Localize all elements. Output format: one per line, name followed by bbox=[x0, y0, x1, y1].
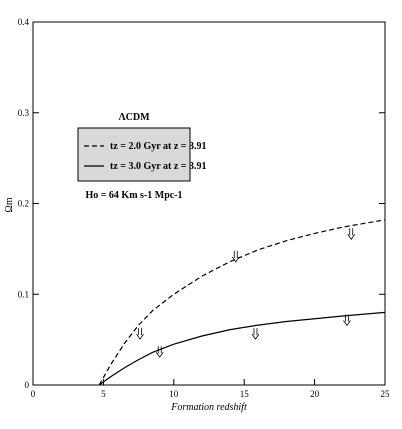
series-line bbox=[98, 219, 386, 386]
y-axis-label: Ωm bbox=[4, 197, 15, 212]
x-tick-label: 20 bbox=[310, 389, 320, 399]
y-tick-label: 0.2 bbox=[18, 199, 29, 209]
x-tick-label: 10 bbox=[169, 389, 179, 399]
annotation: Ho = 64 Km s-1 Mpc-1 bbox=[85, 190, 182, 201]
y-tick-label: 0 bbox=[25, 380, 30, 390]
upper-limit-arrow bbox=[136, 328, 144, 340]
x-axis-label: Formation redshift bbox=[170, 402, 247, 413]
legend-label: tz = 2.0 Gyr at z = 3.91 bbox=[110, 141, 206, 152]
upper-limit-arrow bbox=[155, 346, 164, 358]
x-tick-label: 15 bbox=[240, 389, 250, 399]
upper-limit-arrow bbox=[347, 228, 356, 240]
y-tick-label: 0.3 bbox=[18, 108, 30, 118]
legend-title: ΛCDM bbox=[118, 112, 150, 123]
x-tick-label: 25 bbox=[381, 389, 391, 399]
upper-limit-arrow bbox=[231, 250, 240, 263]
upper-limit-arrow bbox=[251, 328, 260, 340]
y-tick-label: 0.4 bbox=[18, 17, 30, 27]
series-line bbox=[98, 311, 386, 386]
upper-limit-arrow bbox=[343, 314, 351, 327]
legend-label: tz = 3.0 Gyr at z = 3.91 bbox=[110, 161, 206, 172]
x-tick-label: 0 bbox=[31, 389, 36, 399]
x-tick-label: 5 bbox=[101, 389, 106, 399]
legend-box bbox=[77, 127, 191, 182]
plot-frame bbox=[32, 21, 386, 386]
y-tick-label: 0.1 bbox=[18, 289, 29, 299]
